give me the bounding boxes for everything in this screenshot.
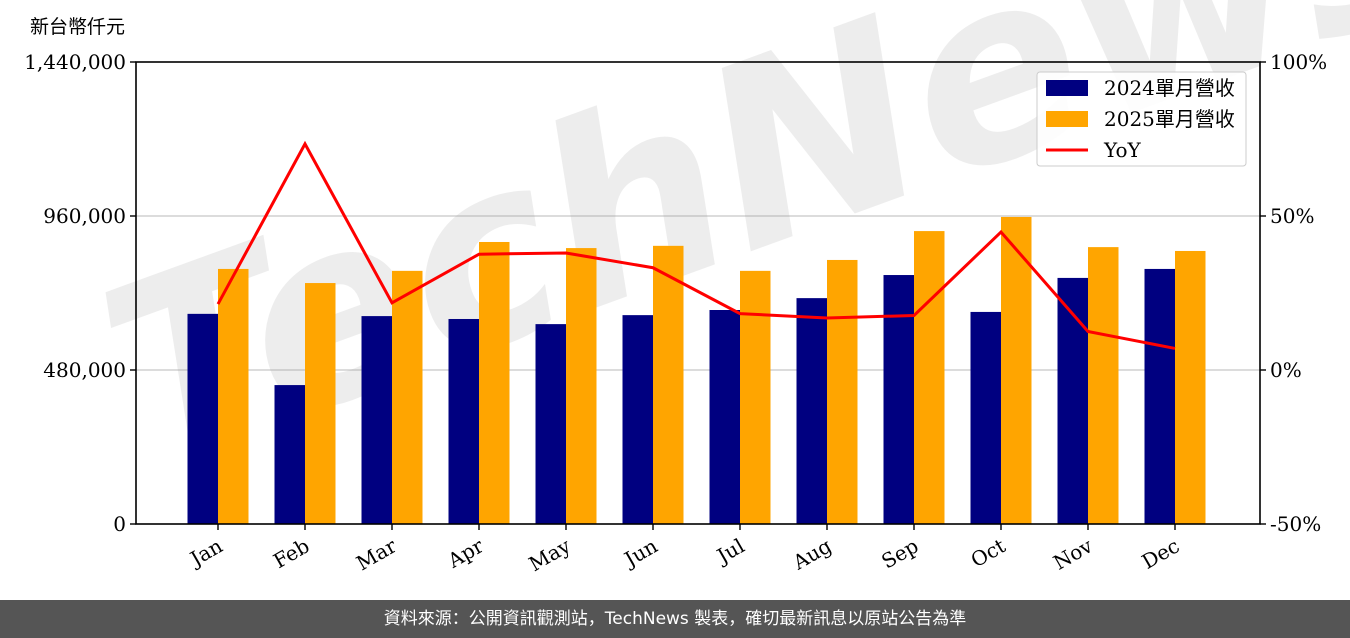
y-axis-label: 新台幣仟元	[30, 16, 125, 38]
legend-swatch	[1046, 80, 1088, 96]
bar-2024-feb	[274, 385, 305, 524]
bar-2025-feb	[305, 283, 336, 524]
bar-2024-dec	[1144, 268, 1175, 524]
x-tick-label-nov: Nov	[1049, 533, 1097, 575]
x-tick-label-aug: Aug	[788, 533, 836, 574]
legend: 2024單月營收 2025單月營收 YoY	[1036, 71, 1247, 167]
bar-2024-apr	[448, 318, 479, 524]
bar-2025-oct	[1001, 216, 1032, 524]
bar-2025-nov	[1088, 247, 1119, 524]
legend-label: YoY	[1103, 138, 1142, 162]
legend-label: 2024單月營收	[1104, 76, 1235, 100]
bar-2025-aug	[827, 259, 858, 524]
y2-tick-label: 50%	[1270, 204, 1314, 228]
x-tick-label-jun: Jun	[619, 533, 662, 572]
y-tick-label: 960,000	[43, 204, 126, 228]
x-tick-label-oct: Oct	[967, 534, 1010, 573]
bar-2025-apr	[479, 241, 510, 525]
y-tick-label: 1,440,000	[24, 50, 126, 74]
bar-2024-aug	[796, 298, 827, 524]
y2-tick-label: 100%	[1270, 50, 1327, 74]
legend-box	[1036, 71, 1247, 167]
bar-2024-nov	[1057, 277, 1088, 524]
y-tick-label: 480,000	[43, 358, 126, 382]
yoy-line	[216, 140, 1176, 350]
x-tick-label-dec: Dec	[1138, 534, 1184, 574]
bar-2025-may	[566, 248, 597, 525]
bar-2024-jan	[187, 313, 218, 524]
bar-2024-jun	[622, 315, 653, 524]
x-tick-label-jul: Jul	[711, 534, 748, 569]
bar-2025-jun	[653, 245, 684, 524]
bar-2024-mar	[361, 316, 392, 524]
y-tick-label: 0	[113, 512, 126, 536]
bar-2025-jul	[740, 270, 771, 524]
x-tick-label-feb: Feb	[269, 534, 313, 573]
y2-tick-label: -50%	[1270, 512, 1321, 536]
x-tick-label-apr: Apr	[443, 533, 488, 573]
x-tick-label-mar: Mar	[352, 533, 401, 575]
bar-2024-jul	[709, 310, 740, 524]
bar-2024-sep	[883, 275, 914, 524]
revenue-chart: TechNews0480,000960,0001,440,000-50%0%50…	[24, 0, 1350, 576]
bar-2025-jan	[218, 268, 249, 524]
bar-2025-mar	[392, 270, 423, 524]
bar-2024-may	[535, 324, 566, 524]
source-footer: 資料來源：公開資訊觀測站，TechNews 製表，確切最新訊息以原站公告為準	[0, 600, 1350, 638]
legend-swatch	[1046, 111, 1088, 127]
legend-label: 2025單月營收	[1104, 107, 1235, 131]
x-tick-label-jan: Jan	[184, 533, 226, 571]
x-tick-label-sep: Sep	[877, 534, 922, 574]
bar-2025-sep	[914, 231, 945, 524]
plot-frame	[135, 61, 1261, 525]
bar-2025-dec	[1175, 250, 1206, 525]
x-tick-label-may: May	[525, 533, 575, 576]
y2-tick-label: 0%	[1270, 358, 1302, 382]
bar-2024-oct	[970, 311, 1001, 524]
